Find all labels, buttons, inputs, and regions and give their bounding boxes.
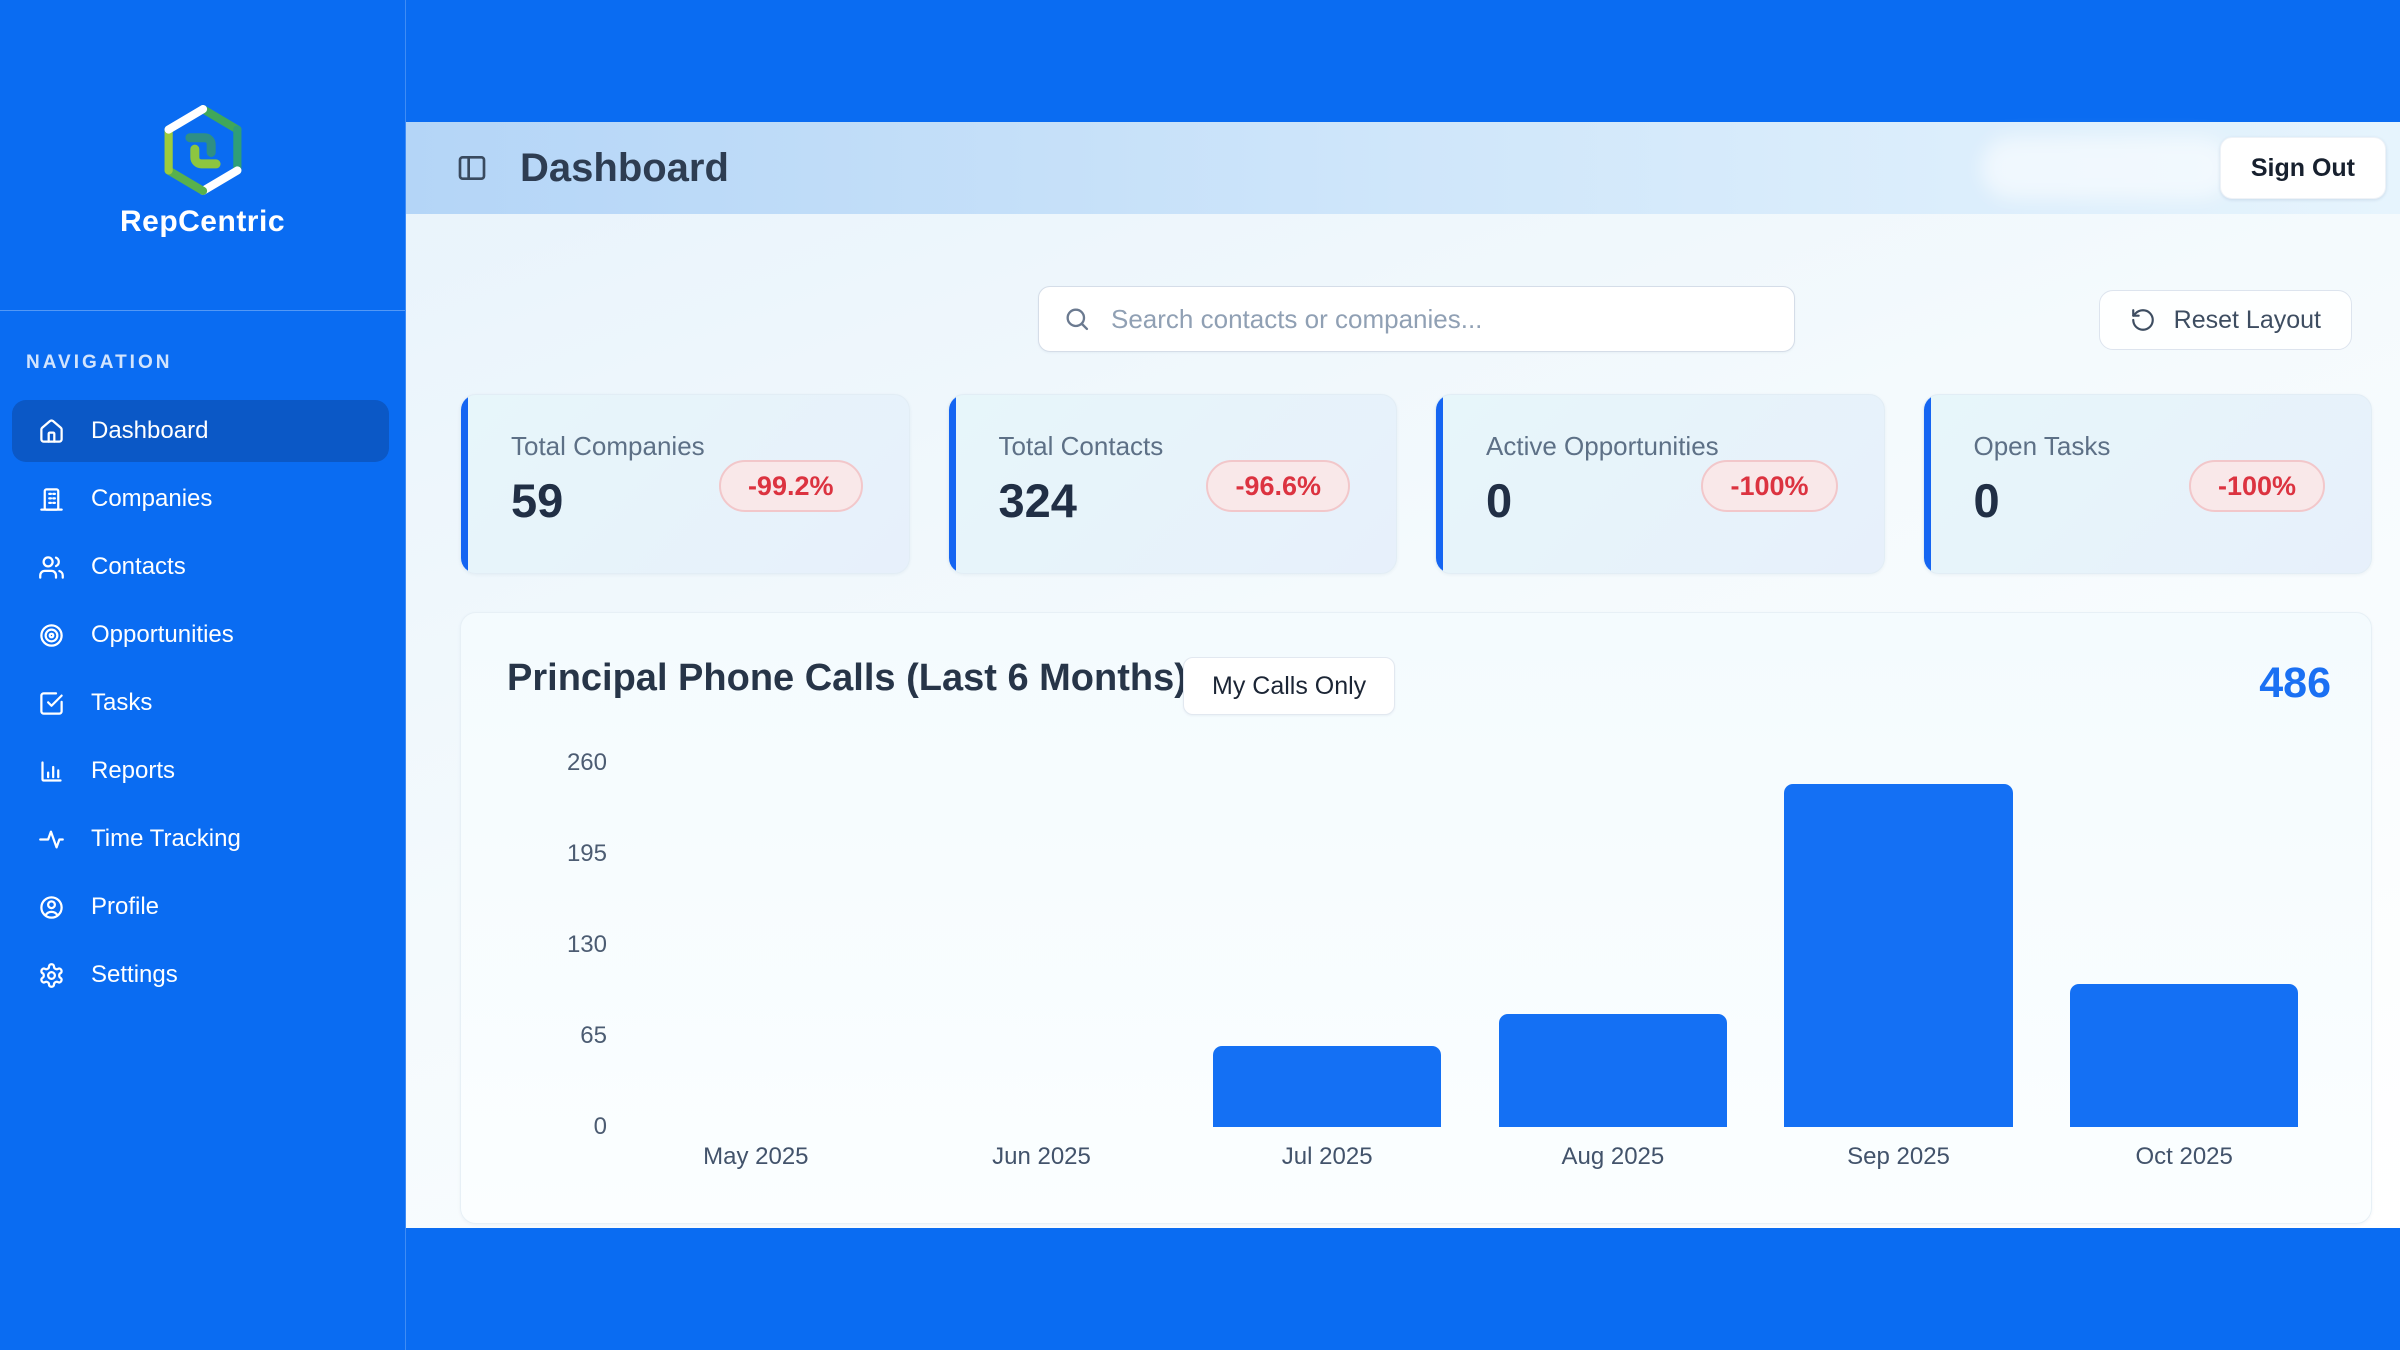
sidebar-item-contacts[interactable]: Contacts	[12, 536, 389, 598]
search-box	[1038, 286, 1795, 352]
reset-layout-label: Reset Layout	[2173, 305, 2321, 334]
card-accent-bar	[1436, 395, 1443, 573]
panel-left-icon	[458, 156, 486, 180]
bar-oct-2025[interactable]	[2069, 984, 2299, 1127]
bar-chart-icon	[41, 760, 62, 782]
sidebar-toggle-button[interactable]	[450, 146, 494, 190]
bar-aug-2025[interactable]	[1498, 1013, 1728, 1127]
sidebar-item-label: Tasks	[91, 689, 153, 716]
sidebar-item-settings[interactable]: Settings	[12, 944, 389, 1006]
stat-value: 0	[1486, 474, 1513, 527]
sidebar-item-label: Reports	[91, 757, 176, 784]
card-accent-bar	[1923, 395, 1931, 573]
stat-label: Active Opportunities	[1486, 431, 1719, 461]
sidebar-item-label: Opportunities	[91, 621, 234, 648]
header-band: Dashboard Sign Out	[406, 122, 2400, 214]
bar-slot: Jun 2025	[899, 763, 1185, 1170]
y-tick-label: 260	[566, 749, 607, 776]
bar-sep-2025[interactable]	[1784, 784, 2013, 1127]
chart-title: Principal Phone Calls (Last 6 Months)	[507, 657, 1187, 699]
users-icon	[39, 555, 64, 579]
sidebar-item-label: Time Tracking	[91, 825, 241, 852]
y-tick-label: 195	[566, 840, 607, 867]
bar-slot: Sep 2025	[1756, 763, 2042, 1170]
stat-delta-badge: -99.2%	[718, 460, 863, 512]
reset-layout-button[interactable]: Reset Layout	[2098, 290, 2352, 350]
y-tick-label: 65	[580, 1022, 607, 1049]
stat-value: 0	[1973, 474, 2000, 527]
chart-y-axis: 0 65 130 195 260	[461, 749, 607, 1140]
x-axis-label: Sep 2025	[1847, 1143, 1950, 1170]
stat-label: Total Companies	[511, 431, 705, 461]
sign-out-button[interactable]: Sign Out	[2219, 137, 2386, 199]
sidebar-item-label: Contacts	[91, 553, 186, 580]
blurred-user-badge	[1981, 137, 2231, 199]
x-axis-label: Jul 2025	[1281, 1143, 1373, 1170]
stat-label: Total Contacts	[998, 431, 1164, 461]
sidebar-item-label: Profile	[91, 893, 160, 920]
sidebar-item-label: Companies	[91, 485, 213, 512]
stat-delta-badge: -100%	[1701, 460, 1838, 512]
activity-icon	[39, 830, 64, 848]
hexagon-logo-icon	[164, 105, 241, 195]
stat-delta-badge: -96.6%	[1206, 460, 1350, 512]
building-icon	[40, 487, 63, 511]
brand-logo[interactable]: RepCentric	[0, 105, 405, 239]
sidebar-item-label: Dashboard	[91, 417, 209, 444]
search-input[interactable]	[1111, 303, 1774, 335]
stat-value: 324	[998, 474, 1077, 527]
home-icon	[40, 418, 63, 443]
gear-icon	[40, 962, 63, 988]
check-square-icon	[40, 691, 63, 715]
bar-slot: Jul 2025	[1184, 763, 1470, 1170]
card-accent-bar	[948, 395, 956, 573]
stat-value: 59	[511, 474, 564, 527]
user-circle-icon	[40, 895, 63, 919]
sidebar-nav: Dashboard Companies Contacts Opportuniti…	[12, 400, 389, 1012]
phone-calls-chart-card: Principal Phone Calls (Last 6 Months) My…	[460, 612, 2372, 1224]
page-title: Dashboard	[520, 146, 729, 190]
bar-slot: May 2025	[613, 763, 899, 1170]
sidebar-item-opportunities[interactable]: Opportunities	[12, 604, 389, 666]
sidebar: RepCentric NAVIGATION Dashboard Companie…	[0, 0, 406, 1350]
y-tick-label: 0	[593, 1113, 607, 1140]
sidebar-item-label: Settings	[91, 961, 178, 988]
stat-card-active-opportunities: Active Opportunities 0 -100%	[1435, 394, 1885, 574]
sidebar-divider	[0, 310, 405, 311]
chart-total-value: 486	[2259, 659, 2331, 707]
sidebar-item-companies[interactable]: Companies	[12, 468, 389, 530]
x-axis-label: Oct 2025	[2135, 1143, 2233, 1170]
nav-section-label: NAVIGATION	[26, 352, 173, 373]
search-icon	[1066, 308, 1089, 331]
brand-name: RepCentric	[119, 205, 286, 238]
main-panel: Dashboard Sign Out Reset Layout Total Co…	[406, 122, 2400, 1228]
bar-slot: Oct 2025	[2041, 763, 2327, 1170]
x-axis-label: Jun 2025	[992, 1143, 1091, 1170]
x-axis-label: Aug 2025	[1561, 1143, 1665, 1170]
rotate-ccw-icon	[2131, 309, 2154, 331]
sidebar-item-tasks[interactable]: Tasks	[12, 672, 389, 734]
y-tick-label: 130	[566, 931, 607, 958]
card-accent-bar	[461, 395, 468, 573]
stat-card-total-companies: Total Companies 59 -99.2%	[460, 394, 910, 574]
sidebar-item-reports[interactable]: Reports	[12, 740, 389, 802]
my-calls-only-toggle[interactable]: My Calls Only	[1183, 657, 1396, 715]
sidebar-item-dashboard[interactable]: Dashboard	[12, 400, 389, 462]
sidebar-item-profile[interactable]: Profile	[12, 876, 389, 938]
x-axis-label: May 2025	[703, 1143, 809, 1170]
target-icon	[40, 623, 63, 647]
stat-label: Open Tasks	[1973, 431, 2111, 461]
stat-delta-badge: -100%	[2188, 460, 2325, 512]
bar-jul-2025[interactable]	[1212, 1045, 1442, 1127]
stat-cards-row: Total Companies 59 -99.2% Total Contacts…	[460, 394, 2372, 574]
bar-slot: Aug 2025	[1470, 763, 1756, 1170]
chart-plot: May 2025 Jun 2025 Jul 2025 Aug 2025 Sep 2025…	[613, 763, 2327, 1170]
sidebar-item-time-tracking[interactable]: Time Tracking	[12, 808, 389, 870]
stat-card-open-tasks: Open Tasks 0 -100%	[1922, 394, 2372, 574]
stat-card-total-contacts: Total Contacts 324 -96.6%	[947, 394, 1397, 574]
